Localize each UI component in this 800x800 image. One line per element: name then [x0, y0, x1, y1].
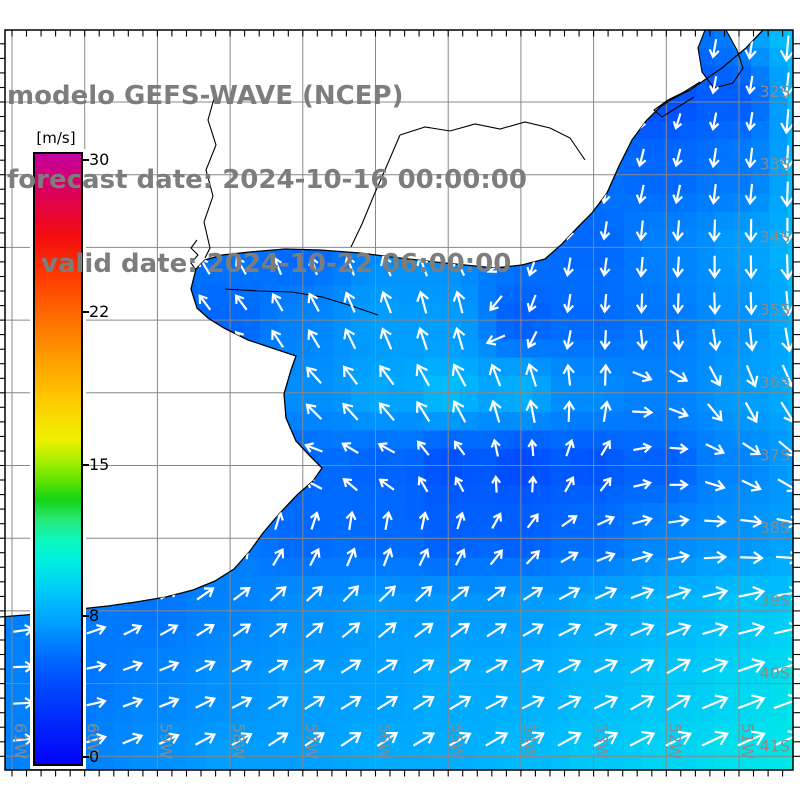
colorbar-tick-mark — [81, 464, 89, 466]
map-frame — [4, 29, 794, 771]
graticule-labels: 61W 60W 59W 58W 57W 56W 55W 54W 53W 52W 51W 32S 33S 3… — [11, 82, 790, 759]
lon-label: 57W — [302, 723, 321, 759]
wind-cells-layer — [5, 30, 793, 770]
graticule-layer — [5, 30, 793, 770]
river-path — [653, 81, 701, 118]
colorbar-tick-label: 8 — [89, 606, 100, 625]
lagoon-outline — [697, 29, 744, 89]
lon-label: 51W — [738, 723, 757, 759]
lon-label: 55W — [447, 723, 466, 759]
coastline-layer — [0, 29, 764, 618]
colorbar-tick-mark — [81, 159, 89, 161]
river-path — [224, 288, 379, 316]
lat-label: 35S — [759, 300, 790, 319]
colorbar-tick-mark — [81, 615, 89, 617]
river-path — [399, 121, 586, 161]
lon-label: 58W — [229, 723, 248, 759]
lon-label: 60W — [84, 723, 103, 759]
lat-label: 41S — [759, 736, 790, 755]
lat-label: 39S — [759, 591, 790, 610]
lat-label: 33S — [759, 155, 790, 174]
colorbar-unit-label: [m/s] — [36, 129, 76, 147]
coastline-path — [0, 29, 764, 618]
colorbar-tick-label: 0 — [89, 747, 100, 766]
colorbar-gradient — [30, 149, 86, 769]
river-path — [203, 94, 217, 259]
colorbar-tick-label: 15 — [89, 455, 110, 474]
lon-label: 61W — [11, 723, 30, 759]
axis-ticks-layer — [0, 30, 800, 777]
lon-label: 54W — [520, 723, 539, 759]
lat-label: 36S — [759, 373, 790, 392]
lon-label: 52W — [665, 723, 684, 759]
colorbar-tick-mark — [81, 311, 89, 313]
lat-label: 32S — [759, 82, 790, 101]
lat-label: 37S — [759, 446, 790, 465]
river-path — [190, 239, 199, 271]
lat-label: 40S — [759, 664, 790, 683]
colorbar-tick-label: 22 — [89, 302, 110, 321]
lat-label: 38S — [759, 518, 790, 537]
lat-label: 34S — [759, 227, 790, 246]
river-path — [350, 134, 401, 248]
colorbar-tick-label: 30 — [89, 150, 110, 169]
colorbar-tick-mark — [81, 756, 89, 758]
lon-label: 59W — [156, 723, 175, 759]
lon-label: 53W — [593, 723, 612, 759]
lon-label: 56W — [375, 723, 394, 759]
